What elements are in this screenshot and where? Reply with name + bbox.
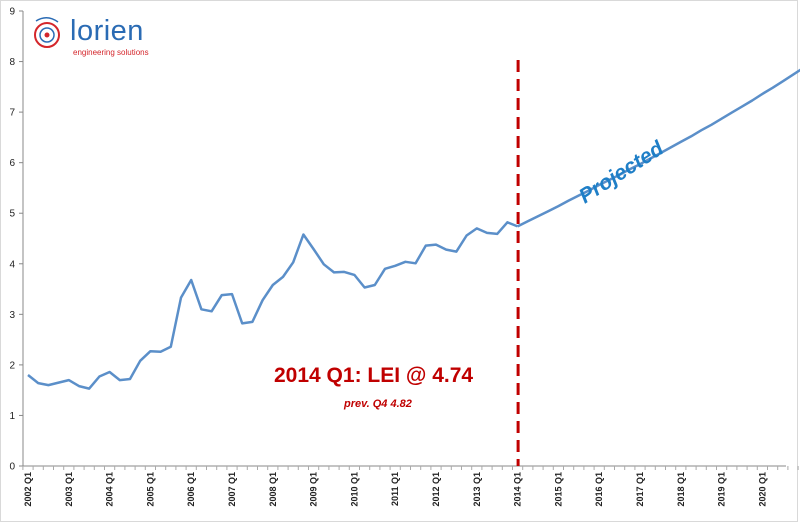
axes [22,11,786,467]
lorien-logo-icon [34,17,60,48]
y-tick-label: 4 [9,259,15,270]
x-tick-label: 2013 Q1 [472,472,482,507]
y-tick-label: 1 [9,411,15,422]
y-tick-label: 9 [9,7,15,18]
lorien-logo: lorien engineering solutions [30,14,160,58]
x-tick-label: 2012 Q1 [431,472,441,507]
x-tick-label: 2004 Q1 [105,472,115,507]
y-tick-label: 6 [9,158,15,169]
x-tick-label: 2016 Q1 [594,472,604,507]
x-tick-label: 2019 Q1 [717,472,727,507]
y-axis-ticks: 0 1 2 3 4 5 6 7 8 9 [9,7,23,473]
projected-series-line [517,68,800,228]
x-tick-label: 2003 Q1 [64,472,74,507]
y-tick-label: 5 [9,209,15,220]
x-tick-label: 2008 Q1 [268,472,278,507]
logo-wordmark: lorien [70,15,144,47]
y-tick-label: 2 [9,360,15,371]
logo-tagline: engineering solutions [73,48,149,57]
x-tick-label: 2015 Q1 [553,472,563,507]
series-lines [27,68,800,390]
previous-value-annotation: prev. Q4 4.82 [344,398,412,410]
y-tick-label: 3 [9,310,15,321]
y-tick-label: 7 [9,108,15,119]
x-tick-label: 2017 Q1 [635,472,645,507]
current-value-annotation: 2014 Q1: LEI @ 4.74 [274,364,474,387]
x-tick-label: 2007 Q1 [227,472,237,507]
x-tick-label: 2020 Q1 [757,472,767,507]
x-tick-label: 2006 Q1 [186,472,196,507]
x-tick-label: 2014 Q1 [513,472,523,507]
y-tick-label: 8 [9,57,15,68]
y-tick-label: 0 [9,462,15,473]
x-tick-label: 2010 Q1 [349,472,359,507]
x-tick-label: 2002 Q1 [23,472,33,507]
x-tick-label: 2009 Q1 [309,472,319,507]
x-tick-label: 2011 Q1 [390,472,400,506]
x-tick-label: 2005 Q1 [145,472,155,507]
x-tick-label: 2018 Q1 [676,472,686,507]
x-axis-ticks: 2002 Q1 2003 Q1 2004 Q1 2005 Q1 2006 Q1 2007 … [22,466,799,507]
historical-series-line [27,221,519,390]
